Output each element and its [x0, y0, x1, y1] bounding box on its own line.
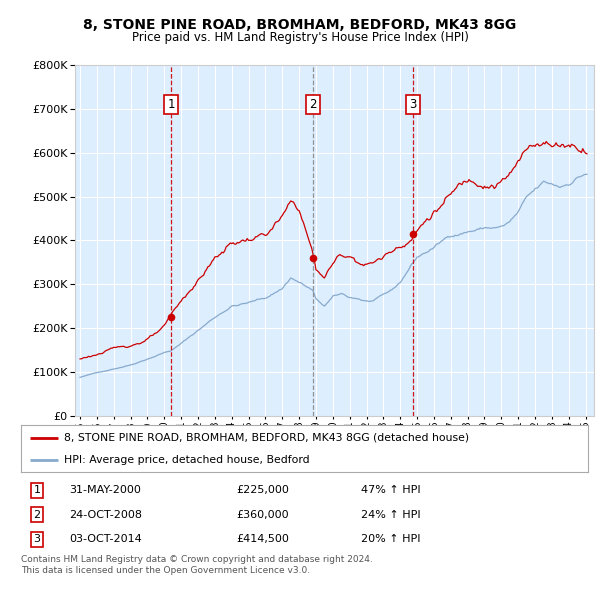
Text: 1: 1 — [34, 486, 40, 495]
Text: 2: 2 — [34, 510, 40, 520]
Text: £360,000: £360,000 — [236, 510, 289, 520]
Text: 8, STONE PINE ROAD, BROMHAM, BEDFORD, MK43 8GG: 8, STONE PINE ROAD, BROMHAM, BEDFORD, MK… — [83, 18, 517, 32]
Text: 2: 2 — [309, 98, 317, 111]
Text: 03-OCT-2014: 03-OCT-2014 — [69, 535, 142, 545]
Text: 3: 3 — [34, 535, 40, 545]
Text: 24% ↑ HPI: 24% ↑ HPI — [361, 510, 421, 520]
Text: 1: 1 — [167, 98, 175, 111]
Text: 3: 3 — [409, 98, 416, 111]
Text: 20% ↑ HPI: 20% ↑ HPI — [361, 535, 421, 545]
Text: HPI: Average price, detached house, Bedford: HPI: Average price, detached house, Bedf… — [64, 455, 309, 465]
Text: Price paid vs. HM Land Registry's House Price Index (HPI): Price paid vs. HM Land Registry's House … — [131, 31, 469, 44]
Text: Contains HM Land Registry data © Crown copyright and database right 2024.
This d: Contains HM Land Registry data © Crown c… — [21, 555, 373, 575]
Text: 47% ↑ HPI: 47% ↑ HPI — [361, 486, 421, 495]
Text: £225,000: £225,000 — [236, 486, 289, 495]
Text: 24-OCT-2008: 24-OCT-2008 — [69, 510, 142, 520]
Text: 8, STONE PINE ROAD, BROMHAM, BEDFORD, MK43 8GG (detached house): 8, STONE PINE ROAD, BROMHAM, BEDFORD, MK… — [64, 432, 469, 442]
Text: 31-MAY-2000: 31-MAY-2000 — [69, 486, 141, 495]
Text: £414,500: £414,500 — [236, 535, 289, 545]
